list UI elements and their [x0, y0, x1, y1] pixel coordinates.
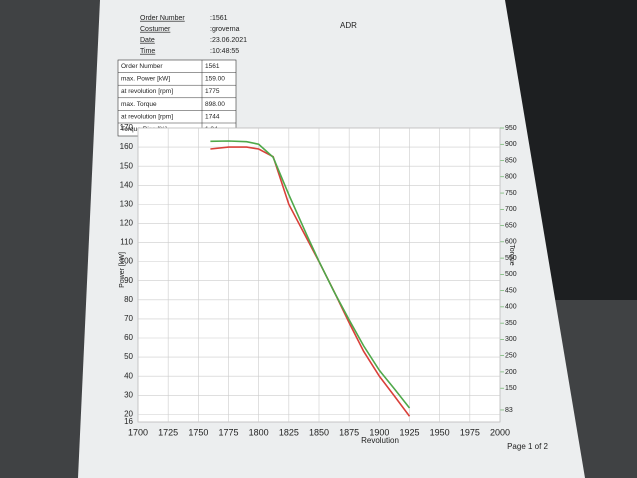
y2-tick-label: 800: [505, 174, 517, 181]
x-tick-label: 1900: [369, 427, 389, 437]
y2-tick-label: 850: [505, 157, 517, 164]
summary-label: at revolution [rpm]: [121, 113, 173, 120]
summary-value: 898.00: [205, 101, 225, 108]
x-tick-label: 1725: [158, 427, 178, 437]
summary-value: 159.00: [205, 76, 225, 83]
summary-label: max. Torque: [121, 101, 157, 108]
summary-value: 1775: [205, 88, 220, 95]
x-tick-label: 1750: [188, 427, 208, 437]
y2-tick-label: 700: [505, 206, 517, 213]
y2-tick-label: 250: [505, 352, 517, 359]
y2-tick-label: 750: [505, 190, 517, 197]
y-tick-label: 80: [124, 295, 133, 304]
y-tick-label: 20: [124, 409, 133, 418]
x-tick-label: 1875: [339, 427, 359, 437]
summary-label: Order Number: [121, 63, 163, 70]
header-code: ADR: [340, 21, 357, 30]
y-tick-label: 170: [120, 123, 134, 132]
y2-tick-label: 150: [505, 385, 517, 392]
series-line: [210, 140, 411, 409]
y-tick-label: 150: [120, 161, 134, 170]
field-value: :1561: [210, 15, 228, 22]
x-tick-label: 1850: [309, 427, 329, 437]
field-label: Costumer: [140, 26, 171, 33]
y-tick-label: 100: [120, 257, 134, 266]
y-tick-label: 40: [124, 371, 133, 380]
x-tick-label: 1800: [249, 427, 269, 437]
field-value: :23.06.2021: [210, 37, 247, 44]
y-tick-label: 30: [124, 390, 133, 399]
summary-label: at revolution [rpm]: [121, 88, 173, 95]
field-label: Order Number: [140, 15, 185, 22]
field-value: :groverna: [210, 26, 240, 33]
x-tick-label: 1825: [279, 427, 299, 437]
summary-value: 1561: [205, 63, 220, 70]
x-tick-label: 1975: [460, 427, 480, 437]
field-label: Date: [140, 37, 155, 44]
y2-tick-label: 900: [505, 141, 517, 148]
x-axis-label: Revolution: [361, 436, 399, 445]
y2-tick-label: 950: [505, 125, 517, 132]
y2-tick-label: 400: [505, 304, 517, 311]
y-tick-label: 160: [120, 142, 134, 151]
field-label: Time: [140, 48, 155, 55]
y-tick-label: 60: [124, 333, 133, 342]
y2-tick-label: 300: [505, 336, 517, 343]
y-tick-label: 50: [124, 352, 133, 361]
y-tick-label: 90: [124, 276, 133, 285]
page-number: Page 1 of 2: [507, 442, 548, 451]
field-value: :10:48:55: [210, 48, 239, 55]
y-tick-label: 70: [124, 314, 133, 323]
y2-tick-label: 500: [505, 271, 517, 278]
y2-tick-label: 450: [505, 287, 517, 294]
y-tick-label: 130: [120, 199, 134, 208]
y2-tick-label: 550: [505, 255, 517, 262]
x-tick-label: 1925: [399, 427, 419, 437]
y-tick-label: 120: [120, 219, 134, 228]
y2-tick-label: 350: [505, 320, 517, 327]
summary-value: 1744: [205, 113, 220, 120]
y2-tick-label: 200: [505, 369, 517, 376]
x-tick-label: 1775: [218, 427, 238, 437]
y2-tick-label: 600: [505, 239, 517, 246]
y2-tick-label: 83: [505, 407, 513, 414]
x-tick-label: 1700: [128, 427, 148, 437]
x-tick-label: 2000: [490, 427, 510, 437]
y-tick-label: 140: [120, 180, 134, 189]
y-tick-label: 16: [124, 417, 133, 426]
summary-label: max. Power [kW]: [121, 76, 170, 83]
y-axis-label: Power [kW]: [119, 252, 126, 288]
y2-tick-label: 650: [505, 222, 517, 229]
x-tick-label: 1950: [430, 427, 450, 437]
y2-axis-label: Torque: [508, 244, 515, 266]
y-tick-label: 110: [120, 238, 133, 247]
